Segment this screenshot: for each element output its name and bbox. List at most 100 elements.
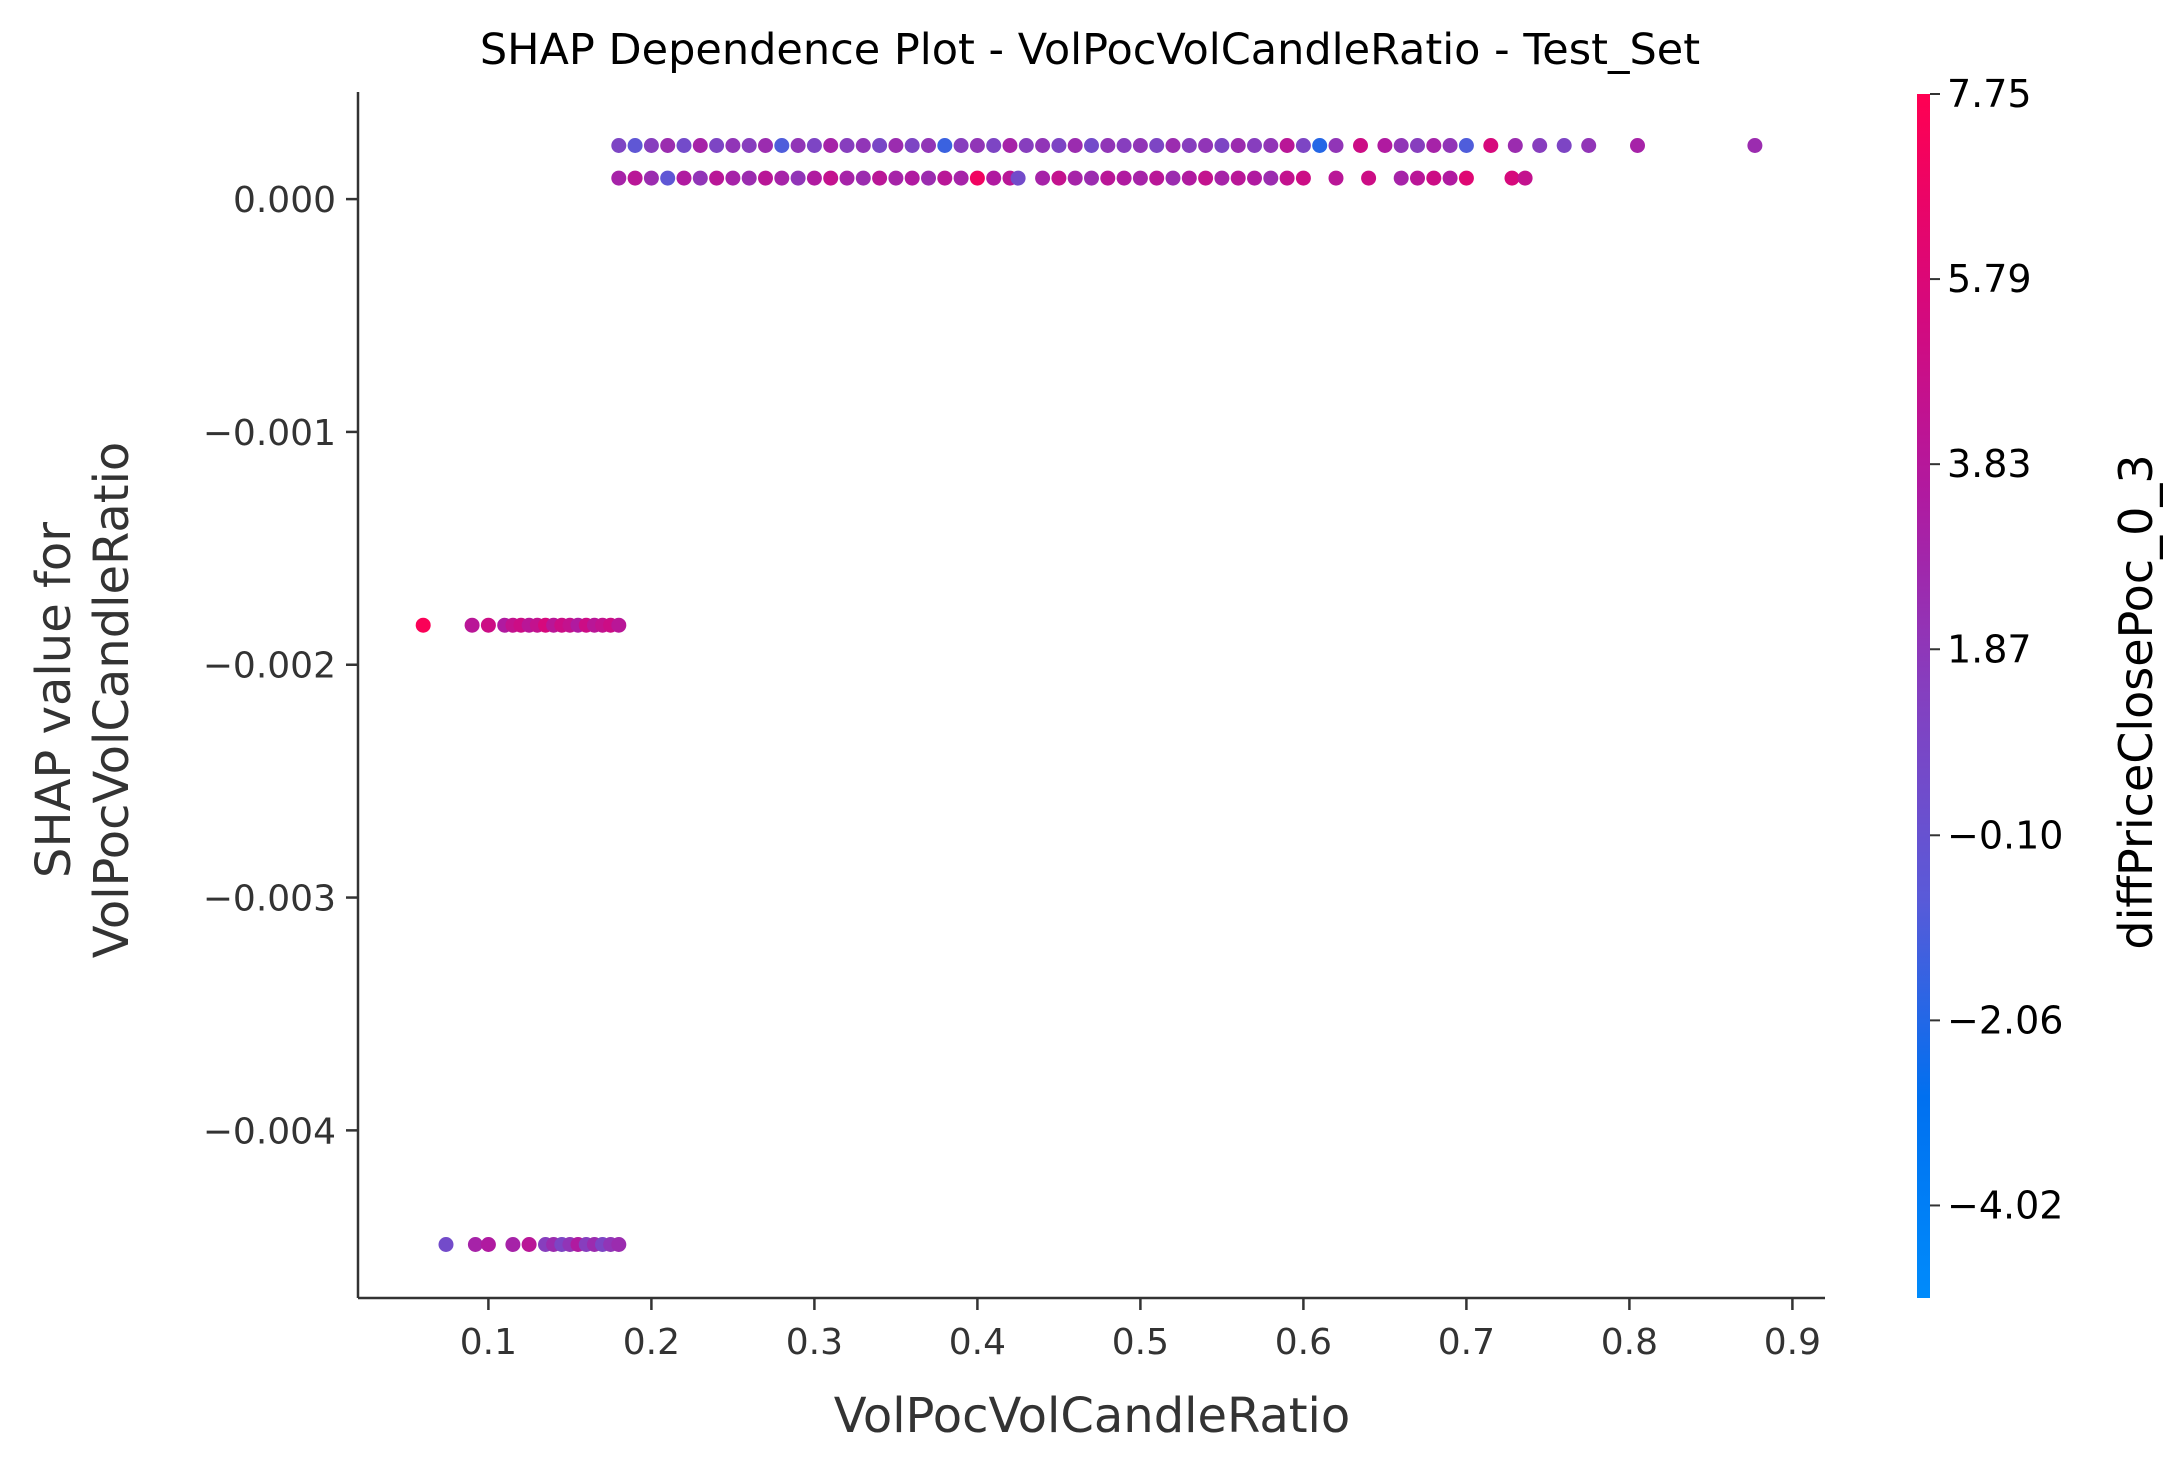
scatter-point	[1393, 170, 1409, 186]
scatter-point	[1100, 138, 1116, 153]
colorbar-gradient	[1917, 94, 1930, 1298]
x-axis-ticks: 0.1 0.2 0.3 0.4 0.5 0.6 0.7 0.8 0.9	[460, 1298, 1821, 1363]
x-tick-label: 0.7	[1438, 1322, 1495, 1363]
scatter-point	[611, 617, 627, 633]
scatter-point	[1630, 138, 1645, 153]
y-tick-label: −0.001	[203, 413, 336, 454]
scatter-point	[1165, 138, 1181, 153]
scatter-point	[937, 138, 953, 153]
scatter-point	[904, 170, 920, 186]
scatter-point	[937, 170, 953, 186]
scatter-point	[1149, 138, 1165, 153]
scatter-point	[1018, 138, 1034, 153]
scatter-point	[725, 170, 741, 186]
scatter-point	[480, 617, 496, 633]
scatter-point	[438, 1237, 454, 1252]
scatter-point	[1035, 138, 1051, 153]
scatter-point	[1295, 170, 1311, 186]
x-tick-label: 0.8	[1601, 1322, 1658, 1363]
scatter-point	[953, 138, 969, 153]
y-tick-label: −0.003	[203, 879, 336, 920]
colorbar: 7.75 5.79 3.83 1.87 −0.10 −2.06 −4.02	[1917, 72, 2063, 1298]
scatter-point	[1116, 170, 1132, 186]
scatter-point	[1295, 138, 1311, 153]
scatter-point	[1442, 170, 1458, 186]
scatter-point	[855, 138, 871, 153]
x-tick-label: 0.4	[949, 1322, 1006, 1363]
scatter-point	[1442, 138, 1458, 153]
scatter-point	[921, 170, 936, 186]
scatter-point	[611, 1237, 627, 1252]
scatter-point	[521, 1237, 537, 1252]
scatter-point	[1181, 138, 1197, 153]
scatter-point	[855, 170, 871, 186]
scatter-point	[790, 138, 806, 153]
scatter-point	[643, 138, 659, 153]
scatter-point	[1010, 170, 1026, 186]
y-tick-label: −0.004	[203, 1111, 336, 1152]
scatter-point	[921, 138, 936, 153]
plot-area	[415, 138, 1763, 1252]
colorbar-tick-label: −4.02	[1947, 1183, 2063, 1227]
scatter-point	[758, 138, 773, 153]
scatter-point	[725, 138, 741, 153]
chart-title: SHAP Dependence Plot - VolPocVolCandleRa…	[480, 25, 1700, 75]
x-tick-label: 0.1	[460, 1322, 517, 1363]
scatter-point	[1116, 138, 1132, 153]
scatter-point	[1361, 170, 1377, 186]
scatter-point	[1067, 170, 1083, 186]
scatter-point	[888, 170, 904, 186]
x-tick-label: 0.9	[1764, 1322, 1821, 1363]
scatter-point	[627, 138, 643, 153]
scatter-point	[1581, 138, 1597, 153]
scatter-point	[1198, 138, 1214, 153]
x-tick-label: 0.3	[786, 1322, 843, 1363]
scatter-point	[676, 170, 692, 186]
scatter-point	[1084, 138, 1099, 153]
scatter-point	[1247, 138, 1262, 153]
scatter-point	[1132, 170, 1148, 186]
scatter-point	[953, 170, 969, 186]
x-tick-label: 0.2	[623, 1322, 680, 1363]
scatter-point	[1214, 138, 1230, 153]
scatter-point	[823, 170, 839, 186]
scatter-point	[1084, 170, 1099, 186]
y-axis-label-line2: VolPocVolCandleRatio	[84, 442, 140, 959]
scatter-point	[1312, 138, 1328, 153]
scatter-point	[1100, 170, 1116, 186]
scatter-point	[611, 170, 627, 186]
scatter-point	[692, 138, 708, 153]
scatter-point	[888, 138, 904, 153]
scatter-point	[1556, 138, 1572, 153]
y-tick-label: −0.002	[203, 646, 336, 687]
scatter-point	[1198, 170, 1214, 186]
scatter-point	[676, 138, 692, 153]
scatter-point	[839, 170, 855, 186]
scatter-point	[480, 1237, 496, 1252]
scatter-point	[1532, 138, 1548, 153]
scatter-point	[1035, 170, 1051, 186]
scatter-point	[741, 138, 757, 153]
scatter-point	[1002, 138, 1018, 153]
scatter-point	[1747, 138, 1763, 153]
scatter-point	[758, 170, 773, 186]
scatter-point	[1377, 138, 1393, 153]
scatter-point	[1067, 138, 1083, 153]
scatter-point	[1181, 170, 1197, 186]
colorbar-tick-label: 7.75	[1947, 72, 2032, 116]
scatter-point	[790, 170, 806, 186]
scatter-point	[969, 138, 985, 153]
scatter-point	[872, 138, 888, 153]
scatter-point	[627, 170, 643, 186]
scatter-point	[1410, 170, 1425, 186]
scatter-point	[1149, 170, 1165, 186]
x-tick-label: 0.6	[1275, 1322, 1332, 1363]
scatter-point	[1247, 170, 1262, 186]
scatter-point	[643, 170, 659, 186]
colorbar-tick-label: 5.79	[1947, 257, 2032, 301]
scatter-point	[1279, 138, 1295, 153]
scatter-point	[986, 170, 1002, 186]
y-axis-label: SHAP value for VolPocVolCandleRatio	[26, 442, 140, 959]
scatter-point	[1051, 170, 1067, 186]
scatter-point	[1504, 170, 1520, 186]
